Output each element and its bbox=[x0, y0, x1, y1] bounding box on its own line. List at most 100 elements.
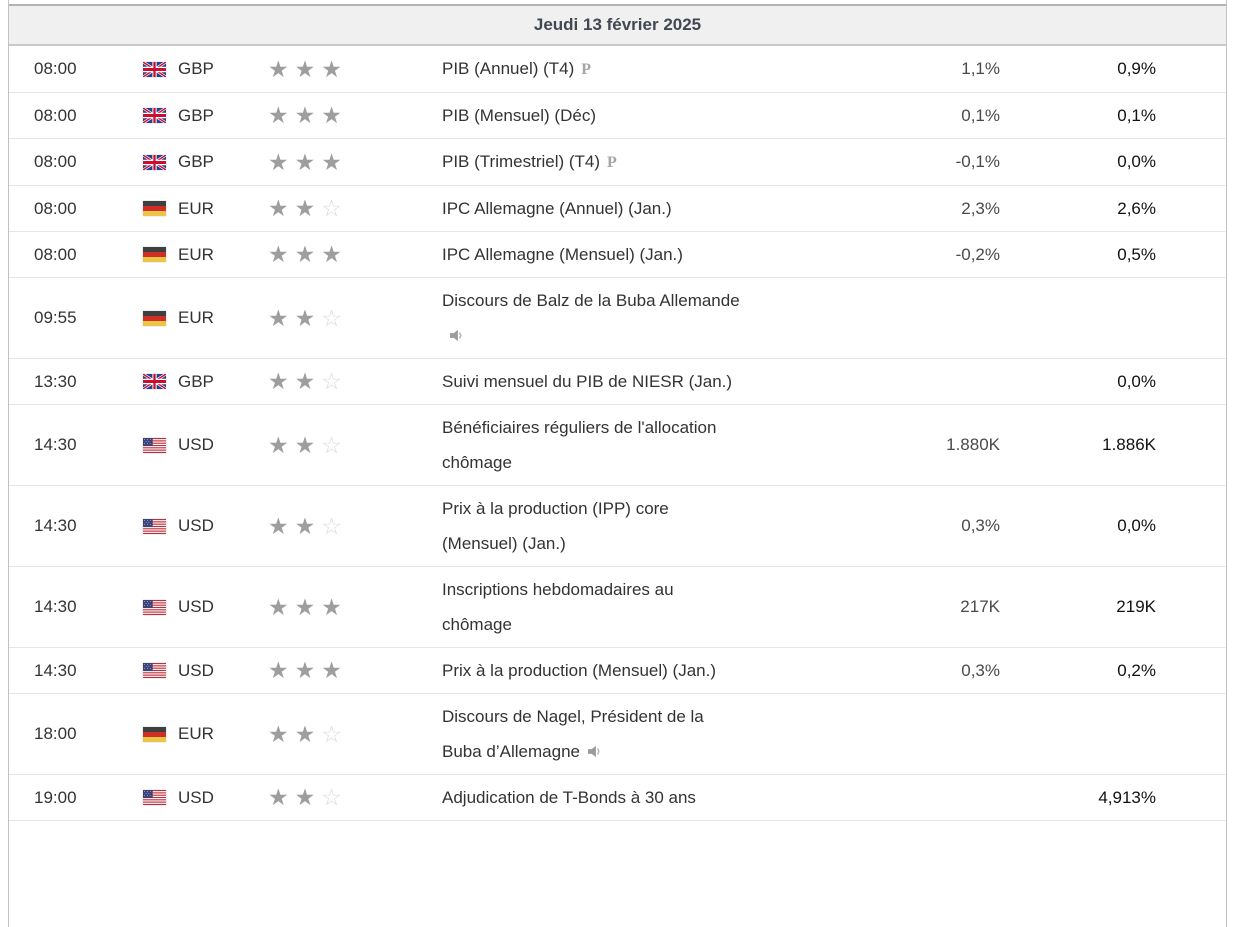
event-cell: PIB (Annuel) (T4) P bbox=[436, 51, 748, 87]
currency-cell: GBP bbox=[143, 106, 268, 126]
star-filled-icon: ★ bbox=[294, 512, 322, 539]
event-time: 09:55 bbox=[34, 308, 77, 327]
event-row[interactable]: 14:30 USD ★★☆ Bénéficiaires réguliers de… bbox=[9, 405, 1226, 486]
event-time: 19:00 bbox=[34, 787, 77, 807]
event-cell: IPC Allemagne (Annuel) (Jan.) bbox=[436, 191, 748, 226]
star-empty-icon: ☆ bbox=[321, 512, 348, 539]
event-name[interactable]: Adjudication de T-Bonds à 30 ans bbox=[442, 788, 696, 807]
currency-code: GBP bbox=[178, 59, 214, 78]
event-cell: Discours de Balz de la Buba Allemande bbox=[436, 283, 748, 353]
table-top-gap bbox=[9, 0, 1226, 4]
event-row[interactable]: 08:00 GBP ★★★ PIB (Trimestriel) (T4) P -0… bbox=[9, 139, 1226, 186]
event-row[interactable]: 19:00 USD ★★☆ Adjudication de T-Bonds à … bbox=[9, 775, 1226, 821]
event-name[interactable]: Bénéficiaires réguliers de l'allocation … bbox=[442, 418, 717, 472]
de-flag-icon bbox=[143, 201, 166, 216]
star-filled-icon: ★ bbox=[268, 431, 295, 458]
importance-rating: ★★★ bbox=[268, 243, 436, 266]
forecast-value: 0,3% bbox=[961, 660, 1000, 680]
event-time: 08:00 bbox=[34, 105, 77, 125]
gb-flag-icon bbox=[143, 61, 166, 77]
preliminary-icon: P bbox=[607, 154, 617, 171]
us-flag-icon bbox=[143, 790, 166, 805]
de-flag-icon bbox=[143, 310, 166, 326]
event-cell: Bénéficiaires réguliers de l'allocation … bbox=[436, 410, 748, 480]
de-flag-icon bbox=[143, 726, 166, 742]
currency-code: EUR bbox=[178, 308, 214, 327]
speaker-icon bbox=[449, 319, 464, 354]
speaker-icon bbox=[587, 735, 602, 770]
event-name[interactable]: PIB (Trimestriel) (T4) bbox=[442, 152, 601, 171]
star-filled-icon: ★ bbox=[268, 148, 295, 175]
star-filled-icon: ★ bbox=[321, 148, 348, 175]
preliminary-icon: P bbox=[581, 61, 592, 78]
event-name[interactable]: PIB (Annuel) (T4) bbox=[442, 59, 575, 78]
importance-rating: ★★☆ bbox=[268, 431, 436, 458]
previous-value: 0,5% bbox=[1117, 244, 1156, 264]
star-filled-icon: ★ bbox=[268, 195, 295, 221]
event-cell: Prix à la production (Mensuel) (Jan.) bbox=[436, 653, 748, 688]
economic-calendar-table: Jeudi 13 février 2025 08:00 GBP ★★★ PIB … bbox=[8, 0, 1227, 927]
previous-value: 219K bbox=[1116, 597, 1156, 616]
us-flag-icon bbox=[143, 518, 166, 534]
event-cell: Discours de Nagel, Président de la Buba … bbox=[436, 699, 748, 769]
event-time: 18:00 bbox=[34, 724, 77, 743]
importance-rating: ★★☆ bbox=[268, 512, 436, 539]
currency-code: GBP bbox=[178, 371, 214, 391]
star-filled-icon: ★ bbox=[294, 368, 322, 394]
currency-code: GBP bbox=[178, 105, 214, 125]
star-filled-icon: ★ bbox=[294, 102, 322, 128]
day-header-label: Jeudi 13 février 2025 bbox=[533, 15, 702, 34]
star-empty-icon: ☆ bbox=[321, 431, 348, 458]
currency-cell: GBP bbox=[143, 372, 268, 392]
importance-rating: ★★☆ bbox=[268, 370, 436, 393]
star-empty-icon: ☆ bbox=[321, 368, 348, 394]
event-row[interactable]: 08:00 EUR ★★☆ IPC Allemagne (Annuel) (Ja… bbox=[9, 186, 1226, 232]
currency-cell: USD bbox=[143, 516, 268, 536]
event-name[interactable]: IPC Allemagne (Annuel) (Jan.) bbox=[442, 199, 672, 218]
currency-code: USD bbox=[178, 787, 214, 807]
event-row[interactable]: 09:55 EUR ★★☆ Discours de Balz de la Bub… bbox=[9, 278, 1226, 359]
currency-cell: EUR bbox=[143, 245, 268, 265]
event-name[interactable]: Suivi mensuel du PIB de NIESR (Jan.) bbox=[442, 372, 733, 391]
importance-rating: ★★☆ bbox=[268, 197, 436, 220]
event-row[interactable]: 08:00 EUR ★★★ IPC Allemagne (Mensuel) (J… bbox=[9, 232, 1226, 278]
event-cell: Suivi mensuel du PIB de NIESR (Jan.) bbox=[436, 364, 748, 399]
star-empty-icon: ☆ bbox=[321, 784, 348, 810]
currency-cell: GBP bbox=[143, 152, 268, 172]
previous-value: 0,9% bbox=[1117, 59, 1156, 78]
previous-value: 2,6% bbox=[1117, 198, 1156, 218]
currency-code: USD bbox=[178, 516, 214, 535]
event-name[interactable]: Inscriptions hebdomadaires au chômage bbox=[442, 580, 674, 634]
previous-value: 0,0% bbox=[1117, 371, 1156, 391]
forecast-value: 1.880K bbox=[946, 435, 1000, 454]
currency-cell: USD bbox=[143, 597, 268, 617]
gb-flag-icon bbox=[143, 154, 166, 170]
currency-cell: USD bbox=[143, 661, 268, 681]
event-time: 08:00 bbox=[34, 152, 77, 171]
event-row[interactable]: 08:00 GBP ★★★ PIB (Annuel) (T4) P 1,1% 0,… bbox=[9, 46, 1226, 93]
currency-cell: USD bbox=[143, 435, 268, 455]
event-name[interactable]: Prix à la production (Mensuel) (Jan.) bbox=[442, 661, 717, 680]
event-cell: Prix à la production (IPP) core (Mensuel… bbox=[436, 491, 748, 561]
next-row-partial bbox=[9, 821, 1226, 833]
event-row[interactable]: 14:30 USD ★★★ Prix à la production (Mens… bbox=[9, 648, 1226, 694]
event-row[interactable]: 14:30 USD ★★☆ Prix à la production (IPP)… bbox=[9, 486, 1226, 567]
event-row[interactable]: 08:00 GBP ★★★ PIB (Mensuel) (Déc) 0,1% 0… bbox=[9, 93, 1226, 139]
star-filled-icon: ★ bbox=[294, 720, 322, 747]
importance-rating: ★★★ bbox=[268, 659, 436, 682]
event-row[interactable]: 18:00 EUR ★★☆ Discours de Nagel, Préside… bbox=[9, 694, 1226, 775]
event-name[interactable]: IPC Allemagne (Mensuel) (Jan.) bbox=[442, 245, 683, 264]
star-filled-icon: ★ bbox=[268, 55, 295, 82]
event-name[interactable]: Discours de Nagel, Président de la Buba … bbox=[442, 707, 704, 761]
currency-code: USD bbox=[178, 660, 214, 680]
event-cell: PIB (Trimestriel) (T4) P bbox=[436, 144, 748, 180]
previous-value: 1.886K bbox=[1102, 435, 1156, 454]
importance-rating: ★★☆ bbox=[268, 306, 436, 330]
event-row[interactable]: 13:30 GBP ★★☆ Suivi mensuel du PIB de NI… bbox=[9, 359, 1226, 405]
currency-cell: EUR bbox=[143, 724, 268, 744]
event-name[interactable]: Prix à la production (IPP) core (Mensuel… bbox=[442, 499, 669, 553]
event-name[interactable]: Discours de Balz de la Buba Allemande bbox=[442, 291, 740, 310]
event-row[interactable]: 14:30 USD ★★★ Inscriptions hebdomadaires… bbox=[9, 567, 1226, 648]
event-name[interactable]: PIB (Mensuel) (Déc) bbox=[442, 106, 596, 125]
forecast-value: -0,2% bbox=[955, 244, 1000, 264]
